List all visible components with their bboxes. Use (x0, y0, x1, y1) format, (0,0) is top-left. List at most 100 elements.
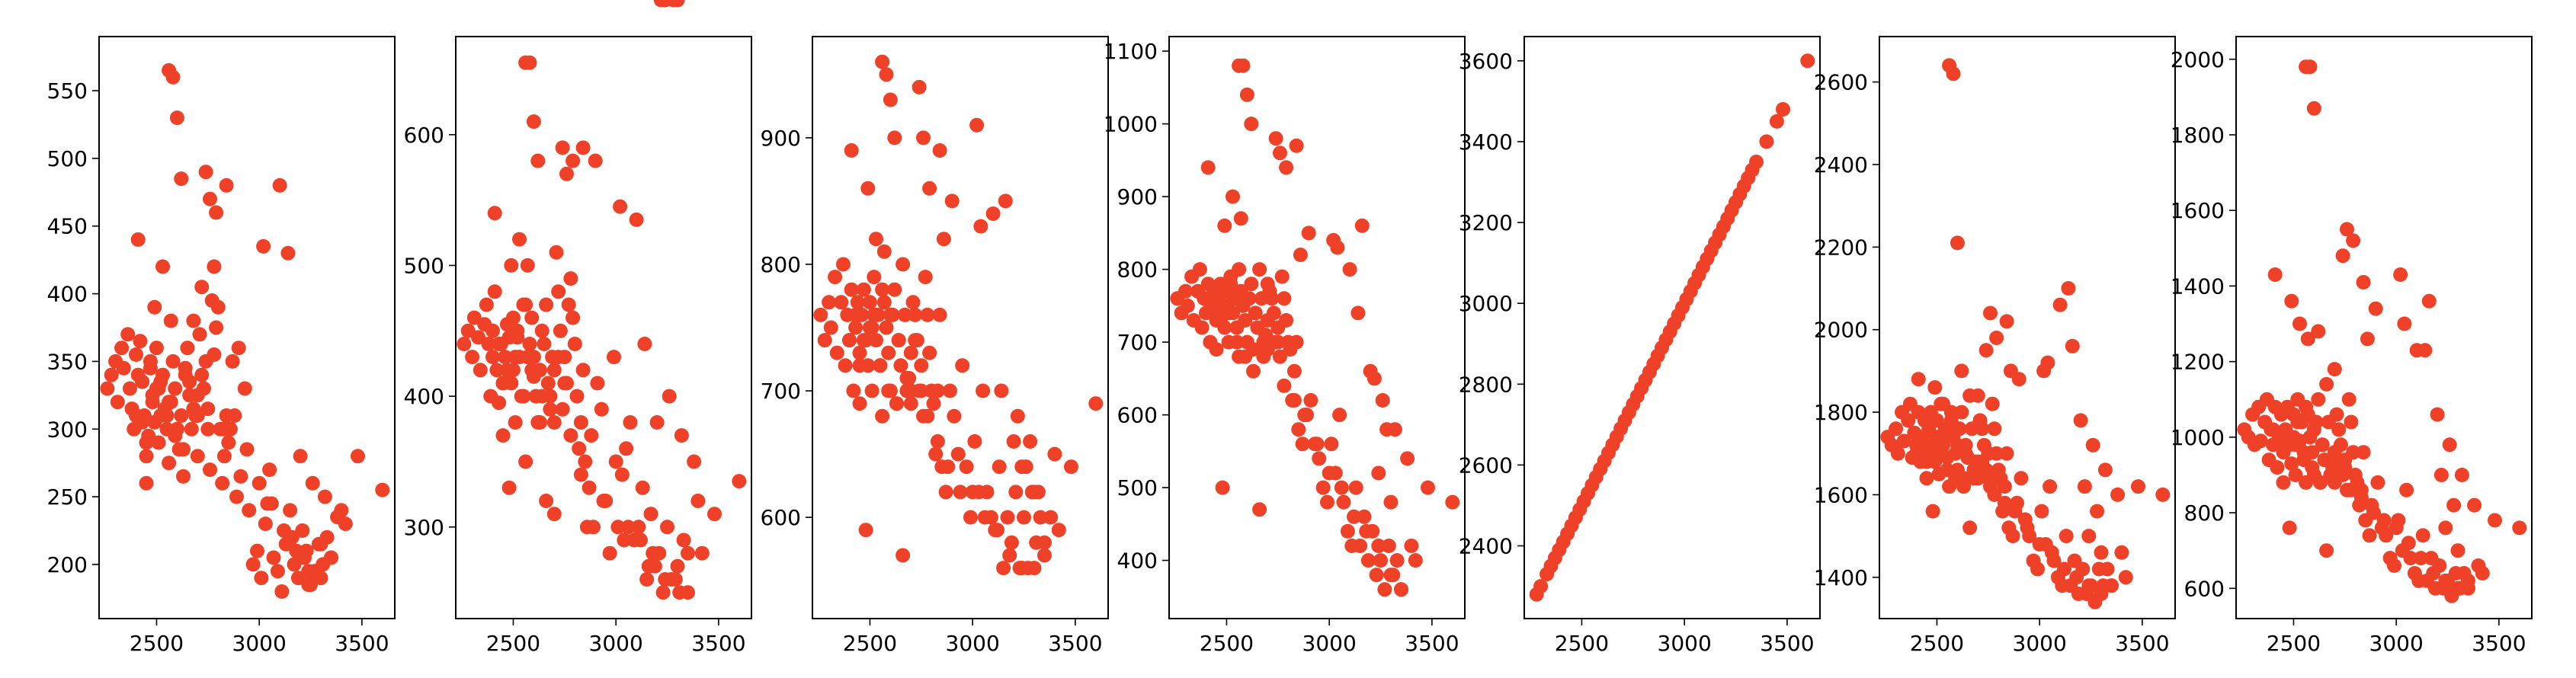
data-point (237, 381, 252, 396)
data-point (2020, 520, 2035, 536)
data-point (495, 428, 511, 443)
data-point (918, 270, 933, 285)
data-point (1047, 446, 1062, 462)
data-point (572, 441, 587, 456)
y-tick-label: 200 (47, 552, 88, 577)
data-point (2276, 475, 2291, 490)
x-tick-label: 3500 (2115, 631, 2169, 656)
data-point (549, 245, 564, 260)
y-tick-label: 500 (1117, 475, 1158, 501)
data-point (2327, 362, 2342, 377)
x-tick-label: 2500 (1200, 631, 1254, 656)
data-point (129, 347, 143, 362)
data-point (641, 558, 656, 574)
data-point (2094, 545, 2109, 560)
data-point (317, 489, 332, 504)
data-point (561, 297, 576, 312)
data-point (280, 245, 296, 261)
data-point (457, 337, 472, 351)
data-point (955, 358, 970, 373)
data-point (658, 0, 673, 8)
data-point (582, 480, 597, 495)
y-tick-label: 1600 (2171, 198, 2225, 223)
scatter-panel-7: 2500 3000 3500 600 800 1000 1200 1400 1600 1800 20… (2171, 36, 2533, 656)
data-point (245, 557, 261, 572)
data-point (510, 323, 525, 338)
data-point (1966, 471, 1982, 486)
data-point (301, 577, 316, 593)
data-point (1749, 155, 1764, 169)
data-point (575, 140, 591, 155)
data-point (209, 205, 224, 220)
data-point (1371, 539, 1386, 553)
data-point (844, 282, 859, 297)
data-point (994, 383, 1009, 398)
data-point (1997, 495, 2012, 510)
data-point (1381, 539, 1396, 553)
data-point (566, 153, 581, 168)
data-point (2467, 497, 2482, 513)
data-point (903, 396, 918, 411)
data-point (2399, 482, 2414, 497)
data-point (1037, 548, 1052, 563)
axes-frame-7 (2235, 36, 2533, 619)
axes-frame-4 (1168, 36, 1466, 619)
data-point (2052, 297, 2068, 312)
data-point (2512, 520, 2527, 536)
data-point (2081, 578, 2097, 593)
data-point (1800, 53, 1815, 69)
data-point (662, 389, 677, 404)
data-point (551, 284, 566, 299)
axes-frame-6 (1879, 36, 2176, 619)
data-point (1931, 446, 1946, 461)
data-point (2306, 101, 2321, 116)
data-point (2305, 460, 2320, 475)
data-point (1000, 510, 1015, 525)
y-tick-label: 2400 (1814, 152, 1868, 177)
data-point (926, 396, 941, 411)
data-point (922, 181, 937, 196)
data-point (1037, 535, 1052, 550)
data-point (588, 153, 603, 168)
x-tick-label: 3500 (1048, 631, 1102, 656)
data-point (351, 449, 365, 464)
data-point (1277, 291, 1292, 306)
data-point (2323, 468, 2338, 482)
data-point (151, 435, 166, 450)
data-point (2061, 281, 2076, 296)
data-point (1978, 343, 1994, 358)
data-point (834, 295, 849, 310)
data-point (537, 337, 552, 351)
data-point (2090, 504, 2105, 519)
data-point (1256, 349, 1271, 364)
data-point (165, 69, 181, 85)
data-point (879, 320, 894, 335)
data-point (566, 310, 581, 325)
data-point (594, 401, 609, 417)
y-tick-label: 700 (1117, 330, 1158, 355)
data-point (619, 441, 634, 456)
data-point (944, 193, 960, 209)
data-point (231, 341, 246, 356)
data-point (1896, 433, 1911, 449)
data-point (272, 177, 287, 193)
data-point (1312, 451, 1327, 466)
data-point (623, 415, 638, 430)
data-point (635, 480, 650, 495)
data-point (1377, 582, 1392, 597)
data-point (1421, 480, 1435, 495)
data-point (520, 257, 535, 273)
data-point (1238, 349, 1253, 364)
axes-frame-2 (455, 36, 752, 619)
data-point (2346, 233, 2361, 248)
data-point (219, 177, 234, 193)
data-point (563, 271, 578, 286)
data-point (862, 295, 877, 310)
x-tick-label: 3000 (946, 631, 1000, 656)
data-point (165, 353, 181, 369)
data-point (670, 558, 685, 574)
data-point (936, 232, 951, 247)
data-point (959, 459, 974, 475)
data-point (649, 415, 665, 430)
data-point (534, 323, 549, 338)
